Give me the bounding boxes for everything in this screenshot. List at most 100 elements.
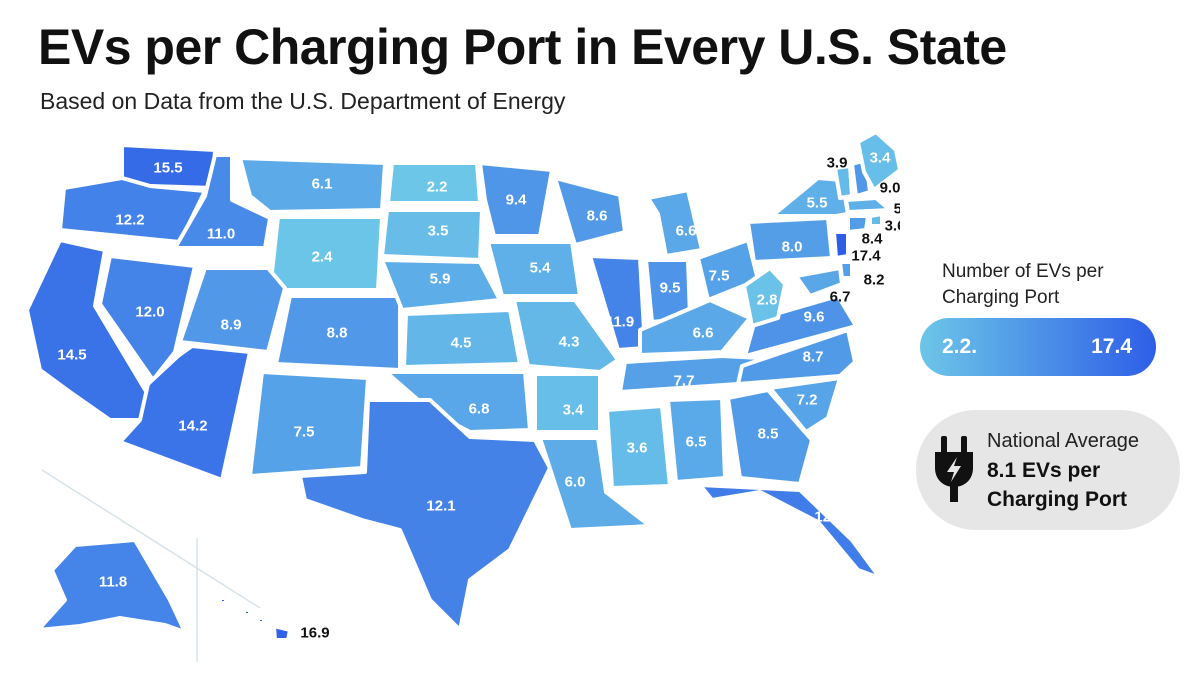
state-value-ny: 5.5 xyxy=(807,195,828,212)
state-value-tn: 7.7 xyxy=(674,373,695,390)
state-value-nd: 2.2 xyxy=(427,179,448,196)
state-fl xyxy=(698,483,882,580)
state-value-ga: 8.5 xyxy=(758,426,779,443)
state-value-ky: 6.6 xyxy=(693,325,714,342)
state-md xyxy=(794,266,844,298)
state-value-sd: 3.5 xyxy=(428,223,449,240)
state-wi xyxy=(553,176,627,247)
state-al xyxy=(666,396,727,484)
state-nj xyxy=(832,230,850,260)
state-value-nj: 17.4 xyxy=(851,248,881,265)
state-me xyxy=(856,130,900,192)
state-ms xyxy=(605,404,672,490)
state-nc xyxy=(736,328,857,386)
state-value-id: 11.0 xyxy=(207,226,235,243)
state-ga xyxy=(726,388,814,486)
state-value-mo: 4.3 xyxy=(559,334,580,351)
state-nv xyxy=(98,254,197,382)
state-value-sc: 7.2 xyxy=(797,392,818,409)
value-labels-layer: 15.5 12.2 14.5 11.0 12.0 14.2 6.1 2.4 8.9 8.8 7.5 2… xyxy=(57,150,900,642)
state-value-ne: 5.9 xyxy=(430,271,451,288)
state-value-nm: 7.5 xyxy=(294,424,315,441)
inset-dividers xyxy=(41,469,261,662)
state-value-nv: 12.0 xyxy=(135,304,164,321)
state-ri xyxy=(868,212,884,228)
state-pa xyxy=(746,216,834,264)
state-vt xyxy=(833,164,854,200)
state-value-ri: 3.6 xyxy=(885,218,900,235)
state-value-pa: 8.0 xyxy=(782,239,803,256)
state-value-wy: 2.4 xyxy=(312,249,334,266)
state-value-ms: 3.6 xyxy=(627,440,648,457)
state-tx xyxy=(298,398,552,632)
state-value-wa: 15.5 xyxy=(153,160,182,177)
state-ak xyxy=(36,538,187,634)
state-value-me: 3.4 xyxy=(870,150,892,167)
map-subtitle: Based on Data from the U.S. Department o… xyxy=(40,88,566,114)
state-value-va: 9.6 xyxy=(804,309,825,326)
state-value-hi: 16.9 xyxy=(300,625,329,642)
legend-min-label: 2.2. xyxy=(942,335,978,358)
state-value-ks: 4.5 xyxy=(451,335,472,352)
state-value-ia: 5.4 xyxy=(530,260,552,277)
national-average-box: National Average 8.1 EVs per Charging Po… xyxy=(916,410,1180,530)
state-ar xyxy=(533,372,602,434)
state-value-tx: 12.1 xyxy=(426,498,455,515)
state-mt xyxy=(238,156,387,214)
state-value-oh: 7.5 xyxy=(709,268,730,285)
state-value-wi: 8.6 xyxy=(587,208,608,225)
state-value-mi: 6.6 xyxy=(676,223,697,240)
state-ct xyxy=(846,214,870,234)
state-mo xyxy=(512,298,620,374)
state-value-de: 8.2 xyxy=(864,272,885,289)
state-ky xyxy=(638,298,752,357)
state-wv xyxy=(742,266,787,328)
state-la xyxy=(538,436,652,532)
state-value-in: 9.5 xyxy=(660,280,681,297)
state-value-md: 6.7 xyxy=(830,289,851,306)
legend-max-label: 17.4 xyxy=(1091,335,1132,358)
states-layer xyxy=(25,130,900,642)
legend-color-scale: 2.2. 17.4 xyxy=(920,318,1156,376)
state-ca xyxy=(25,238,152,422)
state-value-ak: 11.8 xyxy=(99,574,127,591)
state-value-la: 6.0 xyxy=(565,474,586,491)
state-ut xyxy=(178,266,287,354)
state-wy xyxy=(268,215,384,292)
state-value-nh: 9.0 xyxy=(880,180,900,197)
map-title: EVs per Charging Port in Every U.S. Stat… xyxy=(38,19,1007,75)
state-value-ma: 5.4 xyxy=(894,201,900,218)
state-hi xyxy=(218,596,292,642)
state-sc xyxy=(768,376,842,434)
state-value-co: 8.8 xyxy=(327,325,348,342)
state-value-il: 11.9 xyxy=(606,314,634,331)
state-value-fl: 12.8 xyxy=(814,509,843,526)
state-value-or: 12.2 xyxy=(115,212,144,229)
national-average-label: National Average xyxy=(987,430,1139,452)
state-ks xyxy=(402,308,522,369)
state-value-ok: 6.8 xyxy=(469,401,490,418)
state-ia xyxy=(486,240,582,298)
state-nd xyxy=(386,161,482,205)
state-value-wv: 2.8 xyxy=(757,292,778,309)
state-id xyxy=(173,153,272,250)
legend-title: Number of EVs per Charging Port xyxy=(942,261,1104,308)
national-average-value: 8.1 EVs per Charging Port xyxy=(987,459,1127,511)
state-ne xyxy=(380,258,502,312)
state-value-nc: 8.7 xyxy=(803,349,824,366)
state-value-ca: 14.5 xyxy=(57,347,86,364)
state-value-ct: 8.4 xyxy=(862,231,884,248)
state-nm xyxy=(248,370,370,478)
state-value-az: 14.2 xyxy=(178,418,207,435)
state-value-mt: 6.1 xyxy=(312,176,333,193)
state-az xyxy=(118,344,252,482)
state-value-ut: 8.9 xyxy=(221,317,242,334)
state-ma xyxy=(844,196,892,214)
ev-plug-icon xyxy=(935,436,973,502)
state-value-ar: 3.4 xyxy=(563,402,585,419)
state-va xyxy=(743,294,858,358)
state-value-vt: 3.9 xyxy=(827,155,848,172)
state-value-mn: 9.4 xyxy=(506,192,528,209)
state-mn xyxy=(478,161,554,238)
state-mi xyxy=(646,188,704,258)
